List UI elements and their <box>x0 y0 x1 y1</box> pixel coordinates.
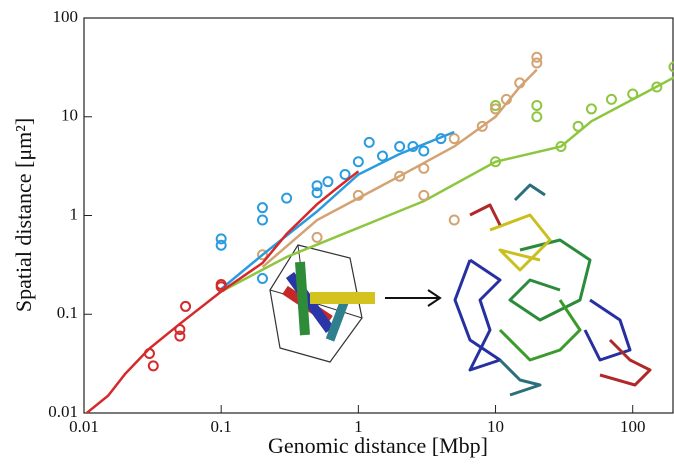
plot-frame <box>83 17 674 414</box>
data-point <box>322 176 334 188</box>
y-axis-label: Spatial distance [μm²] <box>11 118 36 312</box>
data-point <box>174 324 186 336</box>
data-point <box>394 170 406 182</box>
x-tick-label: 1 <box>354 417 363 436</box>
data-point <box>572 120 584 132</box>
data-point <box>605 93 617 105</box>
data-point <box>418 145 430 157</box>
data-point <box>339 169 351 181</box>
data-line <box>220 130 455 290</box>
inset-cylinders <box>269 244 442 363</box>
data-point <box>363 136 375 148</box>
data-point <box>256 273 268 285</box>
data-point <box>418 189 430 201</box>
data-point <box>555 140 567 152</box>
y-tick-label: 0.1 <box>57 303 78 322</box>
data-point <box>627 88 639 100</box>
data-point <box>476 120 488 132</box>
data-point <box>490 99 502 111</box>
data-point <box>143 348 155 360</box>
data-point <box>531 99 543 111</box>
x-tick-label: 0.1 <box>211 417 232 436</box>
data-point <box>490 103 502 115</box>
x-axis-label: Genomic distance [Mbp] <box>268 433 488 458</box>
data-point <box>500 93 512 105</box>
data-point <box>256 249 268 261</box>
y-tick-label: 100 <box>53 7 79 26</box>
data-point <box>311 187 323 199</box>
inset-polymer <box>453 183 652 397</box>
data-point <box>180 300 192 312</box>
data-point <box>377 150 389 162</box>
data-point <box>256 202 268 214</box>
data-point <box>668 61 674 73</box>
x-tick-label: 0.01 <box>69 417 99 436</box>
data-point <box>394 140 406 152</box>
data-line <box>220 76 674 293</box>
data-point <box>435 133 447 145</box>
y-tick-label: 10 <box>61 106 78 125</box>
data-point <box>311 180 323 192</box>
data-point <box>514 77 526 89</box>
data-point <box>418 162 430 174</box>
x-tick-label: 100 <box>620 417 646 436</box>
data-point <box>215 239 227 251</box>
data-point <box>448 214 460 226</box>
data-point <box>174 330 186 342</box>
data-point <box>352 189 364 201</box>
data-point <box>352 156 364 168</box>
data-point <box>407 140 419 152</box>
data-point <box>256 214 268 226</box>
data-point <box>147 360 159 372</box>
data-point <box>215 233 227 245</box>
y-tick-label: 0.01 <box>48 402 78 421</box>
plot-area <box>84 51 674 413</box>
data-point <box>448 133 460 145</box>
data-point <box>490 156 502 168</box>
data-point <box>215 279 227 291</box>
data-point <box>281 192 293 204</box>
data-line <box>261 68 538 269</box>
data-point <box>585 103 597 115</box>
x-tick-label: 10 <box>487 417 504 436</box>
data-point <box>531 57 543 69</box>
data-point <box>531 51 543 63</box>
data-point <box>311 231 323 243</box>
data-point <box>651 81 663 93</box>
y-tick-label: 1 <box>70 204 79 223</box>
data-point <box>531 111 543 123</box>
